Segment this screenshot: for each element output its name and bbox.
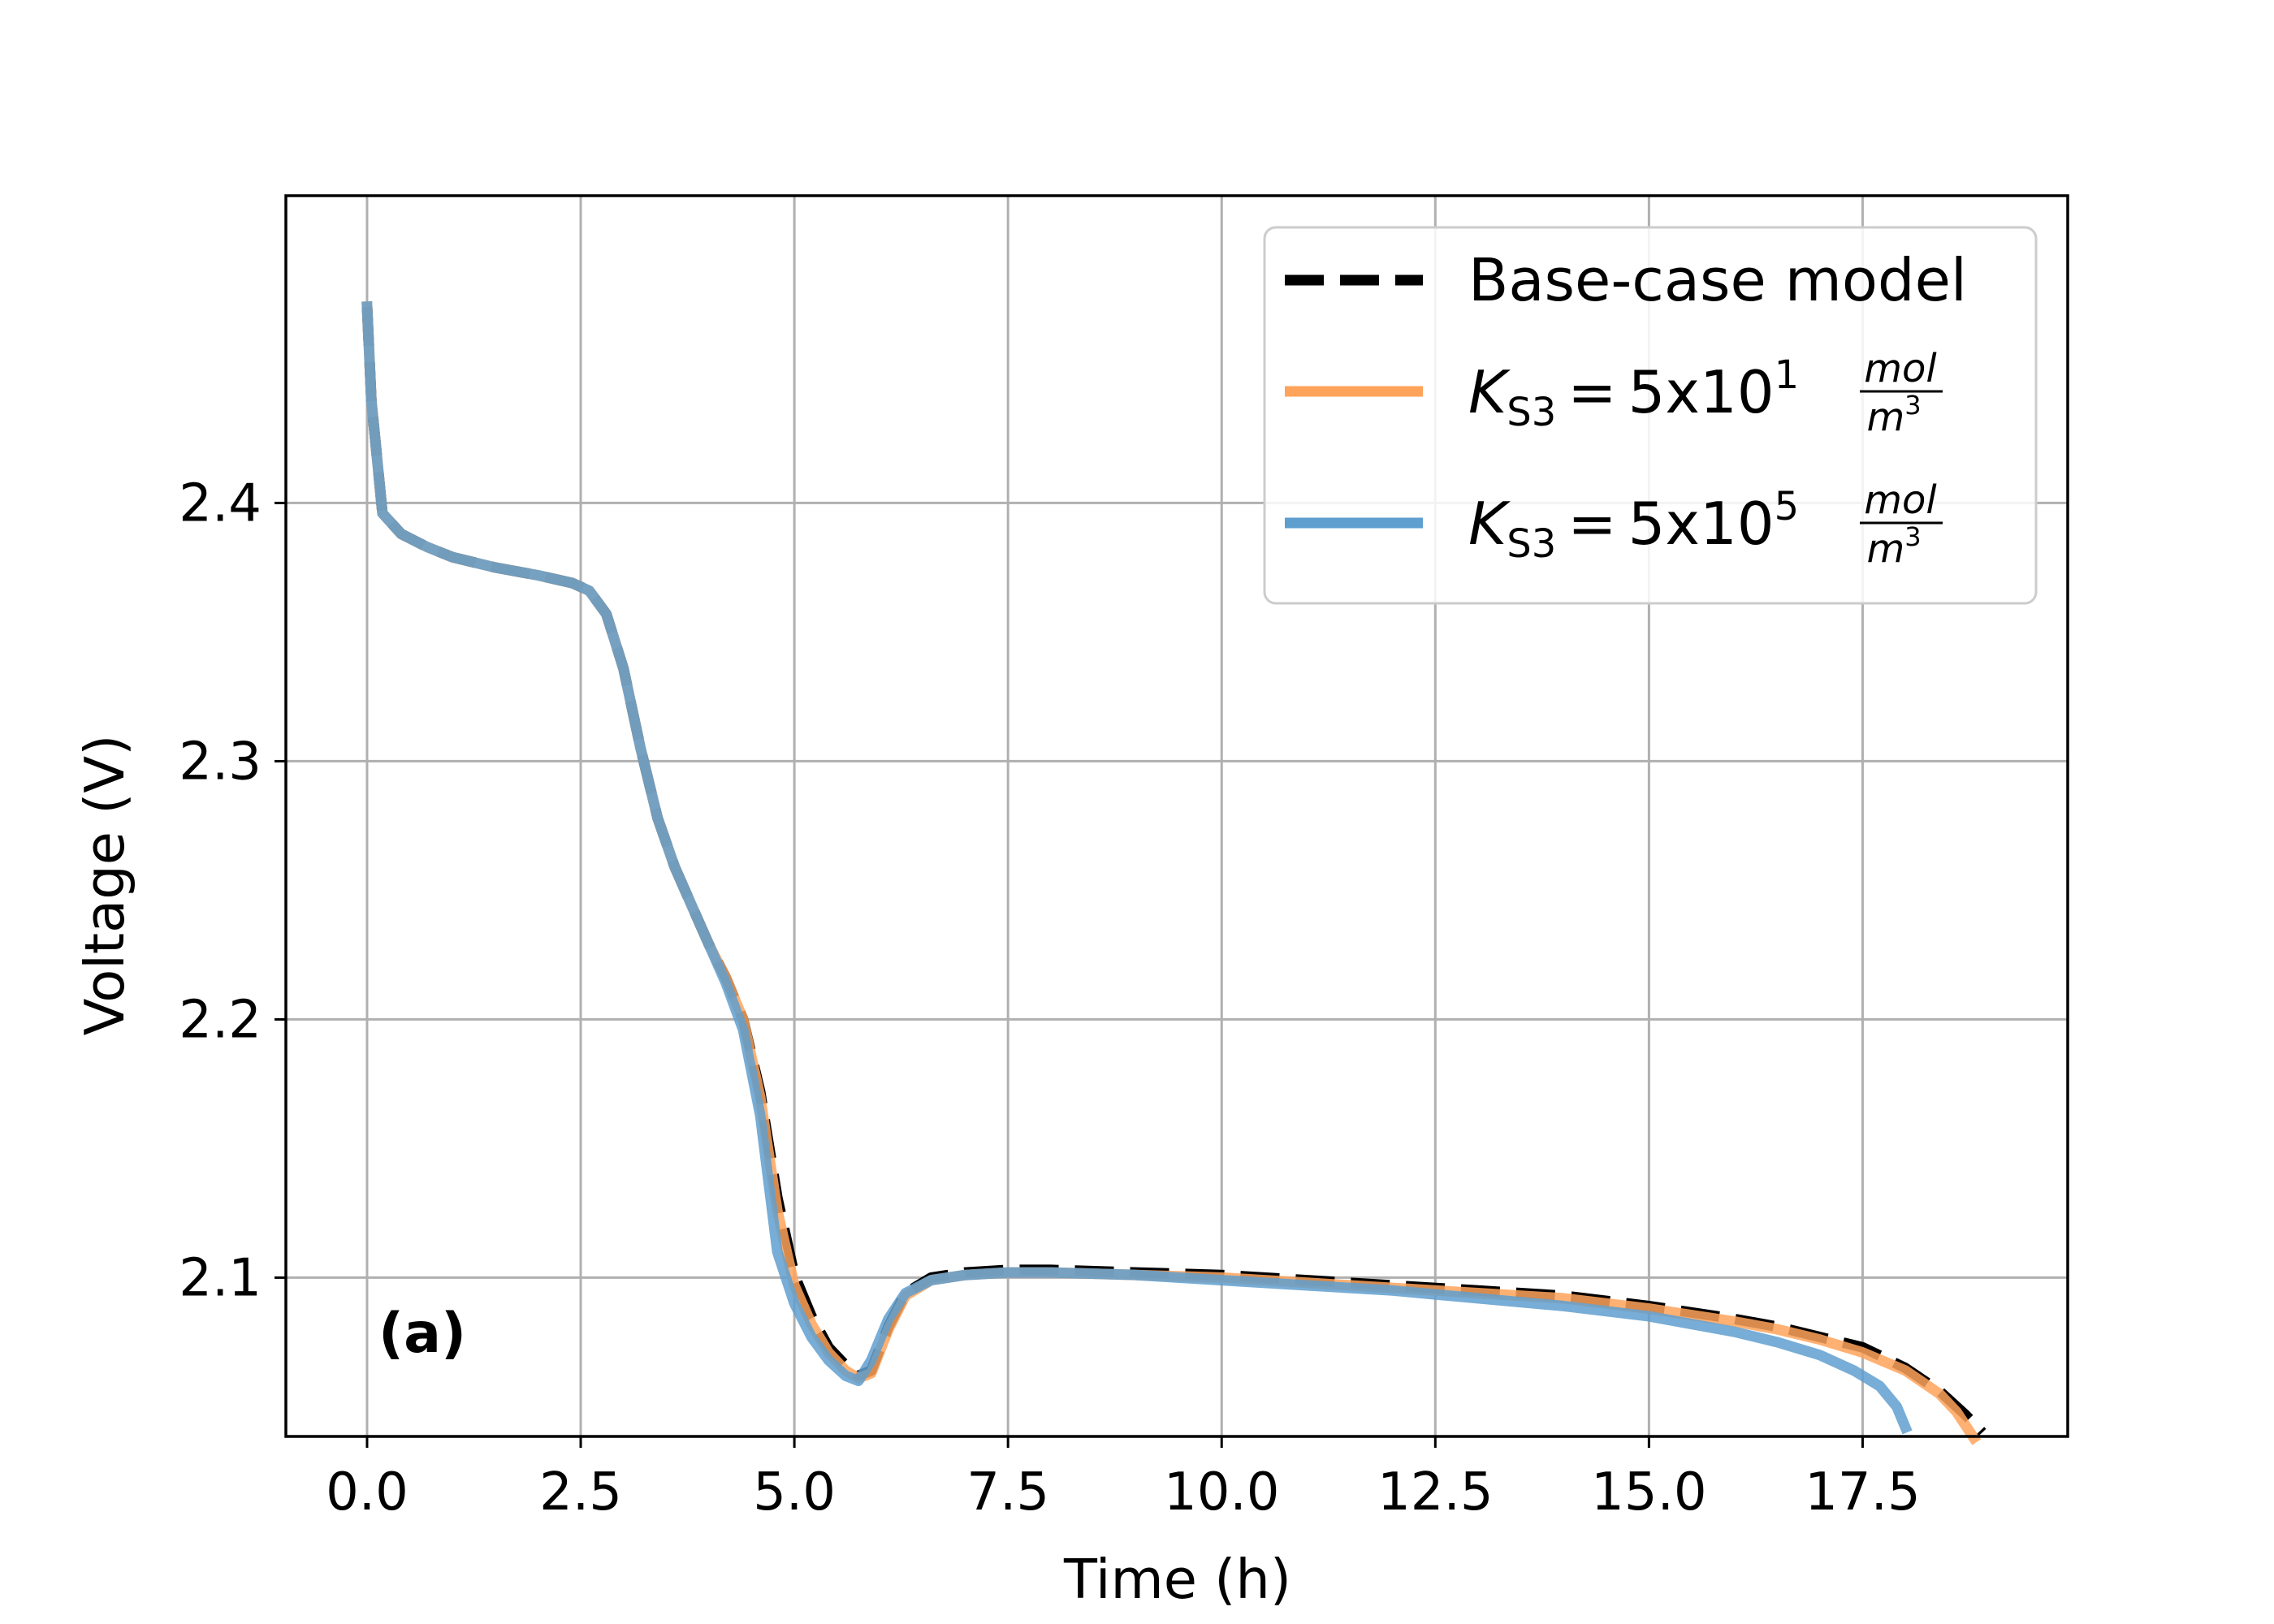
- x-tick-label: 17.5: [1805, 1462, 1921, 1522]
- k-subscript: S3: [1507, 521, 1556, 567]
- y-tick-label: 2.2: [179, 990, 262, 1050]
- y-tick-label: 2.4: [179, 473, 262, 533]
- legend-label-ks3-high: KS3 = 5x105 mol m3: [1468, 477, 1943, 572]
- svg-text:m3: m3: [1866, 521, 1921, 572]
- svg-text:KS3=5x101: KS3 = 5x101: [1468, 352, 1799, 435]
- x-axis-label: Time (h): [1063, 1548, 1291, 1611]
- exponent: 1: [1775, 352, 1800, 398]
- exponent: 5: [1775, 484, 1800, 529]
- unit-denominator-exponent: 3: [1904, 521, 1921, 552]
- unit-denominator-exponent: 3: [1904, 390, 1921, 421]
- x-tick-label: 10.0: [1164, 1462, 1280, 1522]
- unit-denominator: m: [1866, 526, 1904, 572]
- k-subscript: S3: [1507, 390, 1556, 435]
- y-tick-label: 2.3: [179, 732, 262, 792]
- x-axis: 0.0 2.5 5.0 7.5 10.0 12.5 15.0 17.5: [326, 1436, 1921, 1522]
- unit-numerator: mol: [1864, 346, 1937, 391]
- unit-numerator: mol: [1864, 477, 1937, 523]
- x-tick-label: 12.5: [1377, 1462, 1494, 1522]
- x-tick-label: 0.0: [326, 1462, 409, 1522]
- equals-sign: =: [1567, 490, 1616, 558]
- legend: Base-case model KS3 = 5x101 mol m3 KS3 = 5x1…: [1263, 226, 2038, 605]
- legend-box: [1263, 226, 2038, 605]
- svg-text:m3: m3: [1866, 390, 1921, 440]
- legend-label-ks3-low: KS3 = 5x101 mol m3: [1468, 346, 1943, 440]
- legend-label-base-case: Base-case model: [1468, 246, 1967, 314]
- series-layer: [361, 300, 1987, 1445]
- unit-denominator: m: [1866, 395, 1904, 440]
- y-tick-label: 2.1: [179, 1248, 262, 1308]
- coefficient: 5x10: [1628, 490, 1775, 558]
- k-symbol: K: [1468, 358, 1511, 426]
- x-tick-label: 5.0: [753, 1462, 836, 1522]
- series-ks3-high: [361, 300, 1913, 1435]
- y-axis: 2.1 2.2 2.3 2.4: [179, 473, 286, 1308]
- panel-annotation: (a): [378, 1302, 466, 1366]
- x-tick-label: 2.5: [539, 1462, 622, 1522]
- x-tick-label: 15.0: [1591, 1462, 1707, 1522]
- plot-frame: [284, 194, 2069, 1438]
- svg-text:KS3=5x105: KS3 = 5x105: [1468, 484, 1799, 567]
- equals-sign: =: [1567, 358, 1616, 426]
- x-tick-label: 7.5: [966, 1462, 1049, 1522]
- coefficient: 5x10: [1628, 358, 1775, 426]
- y-axis-label: Voltage (V): [73, 735, 136, 1036]
- k-symbol: K: [1468, 490, 1511, 558]
